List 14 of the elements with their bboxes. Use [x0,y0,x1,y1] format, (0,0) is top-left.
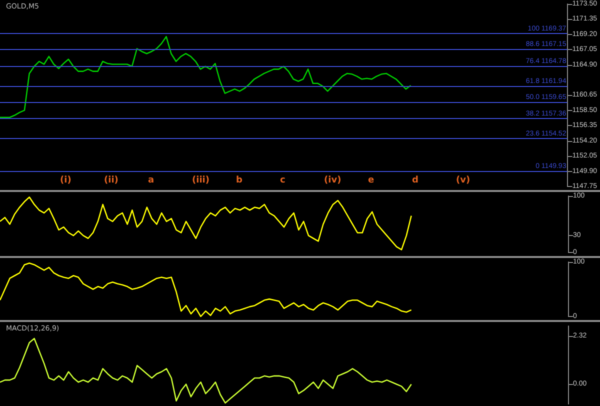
annotation: a [148,176,154,186]
line-series [0,196,412,250]
annotation: d [412,176,418,186]
annotation: (iv) [324,176,342,186]
annotation: (i) [60,176,72,186]
annotation: (iii) [192,176,210,186]
annotation: e [368,176,374,186]
annotation: (v) [456,176,470,186]
line-series [0,262,412,318]
line-series [0,338,412,404]
line-series [0,36,412,118]
annotation: b [236,176,243,186]
annotation: (ii) [104,176,118,186]
annotation: c [280,176,286,186]
